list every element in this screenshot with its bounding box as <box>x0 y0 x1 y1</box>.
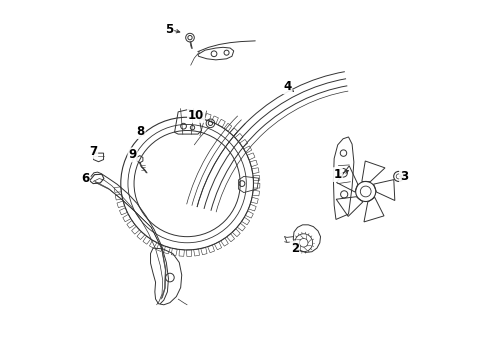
Text: 10: 10 <box>187 109 204 122</box>
Text: 7: 7 <box>89 145 97 158</box>
Text: 8: 8 <box>136 125 144 138</box>
Text: 5: 5 <box>165 23 173 36</box>
Text: 6: 6 <box>81 172 89 185</box>
Text: 9: 9 <box>128 148 137 161</box>
Text: 4: 4 <box>283 80 291 93</box>
Text: 3: 3 <box>399 170 407 183</box>
Text: 2: 2 <box>290 242 298 255</box>
Text: 1: 1 <box>333 168 341 181</box>
